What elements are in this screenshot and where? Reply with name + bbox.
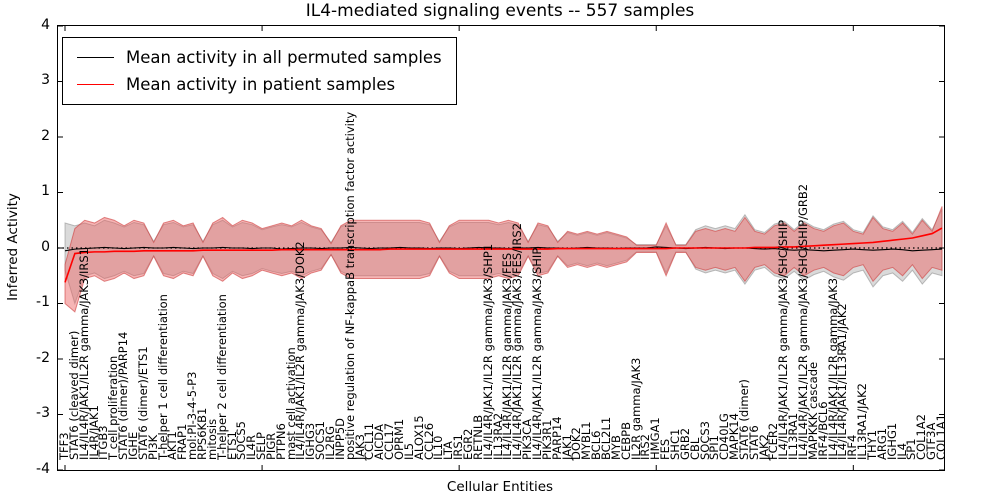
y-tick-label: 2 — [41, 127, 50, 144]
x-axis-label: Cellular Entities — [446, 479, 554, 495]
y-tick-label: -4 — [36, 460, 50, 477]
y-tick-label: -1 — [36, 294, 50, 310]
legend: Mean activity in all permuted samples Me… — [62, 37, 457, 105]
x-category-label: positive regulation of NF-kappaB transcr… — [342, 111, 357, 460]
y-tick-label: 0 — [41, 238, 50, 255]
legend-label-patient: Mean activity in patient samples — [126, 75, 396, 94]
legend-row-patient: Mean activity in patient samples — [73, 71, 442, 98]
y-tick-label: 3 — [41, 72, 50, 88]
chart-title: IL4-mediated signaling events -- 557 sam… — [305, 1, 695, 21]
x-category-label: COL1A1 — [934, 414, 948, 460]
plot-area — [57, 25, 945, 471]
series-line-1 — [64, 227, 943, 283]
y-tick-label: -3 — [36, 405, 50, 421]
legend-label-permuted: Mean activity in all permuted samples — [126, 48, 442, 67]
legend-line-patient-icon — [77, 84, 114, 85]
legend-row-permuted: Mean activity in all permuted samples — [73, 44, 442, 71]
y-tick-label: 4 — [41, 16, 50, 33]
legend-line-permuted-icon — [77, 57, 114, 58]
series-line-0 — [64, 246, 943, 252]
band-1 — [64, 206, 943, 313]
y-tick-label: 1 — [41, 183, 50, 199]
y-tick-label: -2 — [36, 349, 50, 366]
plot-svg — [58, 26, 944, 470]
band-0 — [64, 208, 943, 306]
